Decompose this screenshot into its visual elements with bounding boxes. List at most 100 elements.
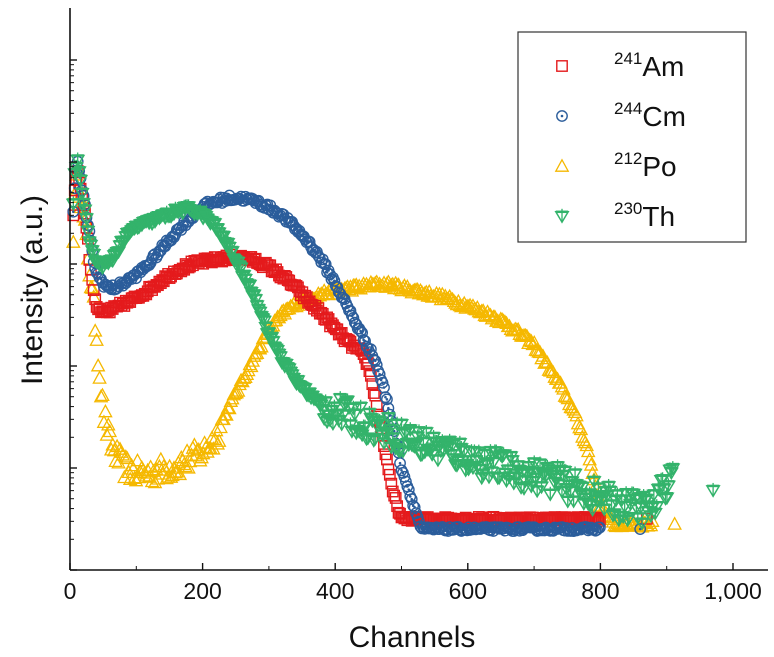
data-point-dot [385, 398, 389, 401]
data-point-dot [312, 248, 316, 252]
data-point [364, 343, 377, 356]
data-point [144, 473, 160, 488]
data-point [579, 437, 595, 452]
data-point [667, 516, 682, 530]
data-point-dot [382, 386, 386, 389]
data-point-dot [407, 488, 411, 491]
data-point-dot [410, 497, 414, 501]
data-point [119, 450, 135, 465]
x-tick-label: 800 [581, 578, 619, 604]
data-point [92, 370, 107, 384]
data-point [417, 285, 433, 300]
data-point-dot [331, 276, 335, 280]
plot-marks [65, 152, 721, 537]
data-point [370, 400, 383, 413]
data-point-dot [638, 527, 642, 531]
data-point-dot [560, 114, 564, 118]
data-point [389, 492, 402, 504]
data-point [130, 452, 145, 467]
data-point-dot [344, 302, 348, 305]
legend-item-cm: 244Cm [556, 99, 686, 132]
data-point [204, 430, 220, 444]
legend-mass-number: 230 [614, 199, 642, 218]
legend-label: 241Am [614, 49, 684, 82]
data-point [348, 316, 361, 329]
data-point [128, 472, 144, 487]
legend-element-symbol: Am [642, 51, 684, 82]
data-point [556, 110, 568, 122]
data-point [222, 400, 237, 415]
legend-element-symbol: Cm [642, 101, 686, 132]
data-point [381, 393, 393, 406]
data-point [147, 474, 163, 489]
data-point [538, 354, 554, 368]
data-point-dot [172, 235, 176, 239]
data-point [376, 275, 392, 289]
data-point [347, 312, 360, 324]
data-point [109, 438, 125, 453]
data-point [99, 427, 115, 441]
legend-item-po: 212Po [554, 149, 677, 182]
data-point [101, 417, 116, 431]
data-point-dot [384, 395, 387, 399]
x-axis-title: Channels [349, 621, 476, 654]
data-point [111, 282, 123, 295]
data-point [331, 281, 344, 294]
data-point [593, 521, 606, 534]
data-point [197, 435, 212, 449]
data-point [227, 385, 243, 400]
data-point [230, 383, 246, 397]
data-point [556, 381, 571, 395]
data-point [95, 387, 110, 402]
data-point [519, 328, 535, 343]
data-point [560, 390, 576, 405]
data-point-dot [376, 369, 380, 373]
data-point [211, 433, 227, 447]
data-point [143, 259, 156, 271]
data-point-dot [166, 240, 170, 244]
data-point [557, 388, 573, 402]
legend-box [517, 31, 747, 243]
data-point-dot [325, 271, 329, 274]
data-point [367, 275, 383, 289]
data-point [373, 368, 386, 381]
x-tick-label: 0 [64, 578, 77, 604]
data-point [554, 158, 570, 172]
data-point [150, 471, 166, 485]
data-point [461, 298, 476, 313]
x-tick-label: 600 [449, 578, 487, 604]
data-point [66, 234, 81, 248]
data-point-dot [350, 314, 354, 318]
data-point [643, 517, 659, 532]
legend: 241Am 244Cm 212Po 230Th [517, 31, 747, 243]
data-point-dot [324, 262, 327, 266]
data-point [367, 387, 380, 399]
data-point-dot [72, 210, 75, 213]
data-point [146, 463, 161, 477]
x-tick-label: 400 [316, 578, 354, 604]
data-point [343, 279, 358, 293]
data-point [383, 468, 396, 481]
legend-element-symbol: Po [642, 151, 676, 182]
data-point [591, 523, 603, 536]
legend-element-symbol: Th [642, 201, 675, 232]
y-axis-title: Intensity (a.u.) [16, 195, 49, 385]
data-point [226, 387, 242, 401]
data-point-dot [379, 378, 383, 382]
legend-label: 230Th [614, 199, 675, 232]
data-point [254, 339, 269, 353]
data-point [245, 353, 261, 367]
data-point-dot [398, 461, 402, 465]
data-point [87, 323, 103, 337]
data-point [135, 261, 148, 274]
data-point [582, 451, 597, 466]
data-point [103, 442, 119, 456]
data-point [478, 308, 494, 322]
x-tick-label: 1,000 [704, 578, 762, 604]
data-point [206, 441, 221, 455]
data-point [208, 422, 224, 437]
data-point [172, 466, 188, 481]
data-point-dot [134, 276, 138, 280]
data-point [379, 391, 392, 404]
